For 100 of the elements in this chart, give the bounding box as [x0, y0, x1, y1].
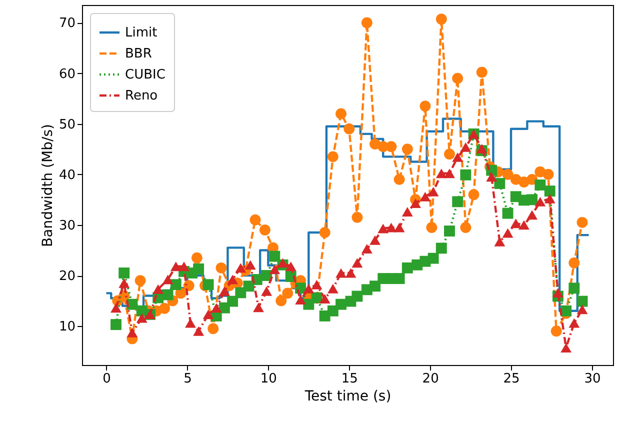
point	[386, 141, 397, 152]
point	[336, 268, 346, 278]
point	[576, 304, 588, 314]
point	[277, 258, 288, 268]
legend-label: Reno	[125, 88, 158, 104]
point	[468, 189, 480, 200]
point	[534, 196, 546, 206]
point	[250, 214, 261, 226]
point	[494, 236, 506, 246]
point	[444, 168, 455, 178]
x-tick-label: 10	[260, 372, 277, 386]
point	[336, 108, 346, 120]
point	[118, 278, 130, 288]
point	[426, 222, 438, 233]
point	[476, 144, 488, 154]
point	[361, 244, 372, 254]
point	[352, 290, 363, 302]
point	[361, 17, 372, 28]
x-axis-title: Test time (s)	[304, 388, 392, 404]
point	[216, 262, 227, 274]
point	[319, 294, 330, 304]
point	[311, 280, 322, 290]
point	[460, 222, 472, 233]
point	[526, 194, 538, 206]
legend-label: BBR	[125, 46, 152, 62]
point	[444, 226, 455, 236]
point	[370, 280, 380, 292]
point	[126, 328, 138, 338]
point	[193, 263, 204, 274]
point	[476, 66, 488, 78]
point	[282, 288, 294, 299]
point	[344, 123, 355, 134]
point	[285, 262, 296, 272]
x-tick-label: 20	[422, 372, 439, 386]
y-tick-label: 10	[58, 320, 76, 335]
point	[402, 262, 413, 274]
point	[526, 210, 538, 220]
point	[420, 192, 431, 202]
point	[444, 148, 455, 160]
point	[118, 268, 130, 278]
point	[576, 296, 588, 307]
point	[235, 287, 246, 298]
point	[568, 282, 580, 294]
point	[502, 208, 514, 219]
point	[345, 268, 356, 278]
point	[210, 303, 222, 313]
point	[576, 216, 588, 228]
point	[370, 235, 380, 245]
point	[486, 172, 498, 182]
point	[568, 318, 580, 328]
point	[494, 178, 506, 189]
point	[436, 242, 447, 254]
point	[428, 186, 439, 196]
point	[502, 228, 514, 238]
point	[162, 289, 174, 300]
point	[227, 296, 238, 307]
point	[394, 222, 405, 232]
point	[202, 310, 214, 320]
point	[544, 194, 556, 204]
point	[261, 286, 272, 296]
point	[402, 207, 413, 217]
point	[550, 326, 562, 337]
point	[191, 252, 202, 264]
y-tick-label: 50	[58, 117, 76, 132]
point	[452, 152, 464, 162]
point	[452, 72, 464, 84]
point	[227, 274, 238, 284]
point	[560, 343, 572, 353]
point	[276, 295, 287, 306]
point	[394, 273, 405, 284]
point	[152, 284, 164, 294]
x-tick-label: 30	[584, 372, 601, 386]
point	[534, 180, 546, 190]
point	[319, 227, 330, 238]
point	[336, 298, 346, 310]
point	[110, 303, 122, 313]
point	[460, 142, 472, 152]
point	[460, 169, 472, 180]
point	[193, 326, 204, 336]
point	[420, 100, 431, 112]
point	[184, 318, 196, 328]
point	[352, 258, 363, 268]
point	[436, 14, 447, 25]
x-tick-label: 0	[102, 372, 111, 386]
y-tick-label: 20	[58, 269, 76, 284]
point	[183, 280, 194, 292]
point	[327, 151, 338, 162]
x-tick-label: 5	[184, 372, 192, 386]
point	[510, 218, 522, 228]
point	[178, 262, 190, 272]
point	[436, 168, 447, 178]
legend-label: Limit	[125, 26, 158, 40]
point	[303, 284, 314, 294]
point	[428, 252, 439, 264]
point	[110, 319, 122, 330]
point	[235, 263, 246, 273]
point	[170, 279, 182, 290]
point	[378, 224, 389, 234]
point	[134, 275, 146, 286]
point	[269, 264, 280, 274]
